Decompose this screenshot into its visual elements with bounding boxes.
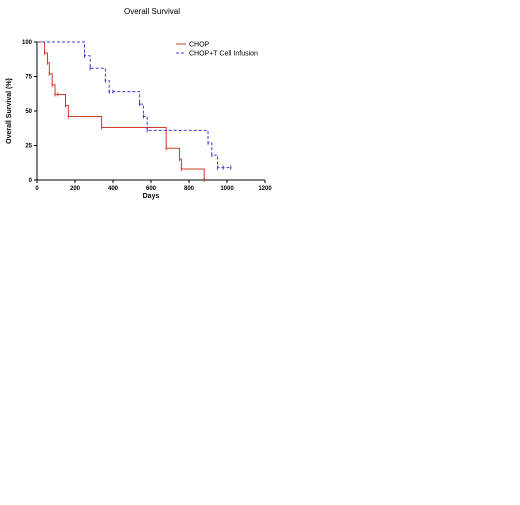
y-tick-label: 50 — [25, 109, 32, 115]
legend: CHOP CHOP+T Cell Infusion — [176, 42, 258, 58]
y-axis-title: Overall Survival (%) — [6, 78, 13, 144]
legend-label: CHOP — [189, 42, 210, 49]
x-tick-label: 800 — [184, 186, 195, 192]
x-tick-label: 400 — [108, 186, 119, 192]
legend-label: CHOP+T Cell Infusion — [189, 51, 258, 58]
plot-axes: 0 200 400 600 800 1000 1200 0 25 50 75 100 — [22, 40, 272, 192]
y-tick-label: 25 — [25, 144, 32, 150]
chart-title: Overall Survival — [124, 7, 180, 16]
x-axis-title: Days — [143, 193, 160, 200]
plot-series — [37, 41, 232, 182]
x-tick-label: 1200 — [258, 186, 272, 192]
y-tick-label: 0 — [29, 178, 33, 184]
x-tick-label: 600 — [146, 186, 157, 192]
y-tick-label: 100 — [22, 40, 33, 46]
x-tick-label: 0 — [35, 186, 39, 192]
x-tick-label: 1000 — [220, 186, 234, 192]
y-tick-label: 75 — [25, 75, 32, 81]
series-line-chop-t-cell — [37, 41, 231, 169]
x-tick-label: 200 — [70, 186, 81, 192]
